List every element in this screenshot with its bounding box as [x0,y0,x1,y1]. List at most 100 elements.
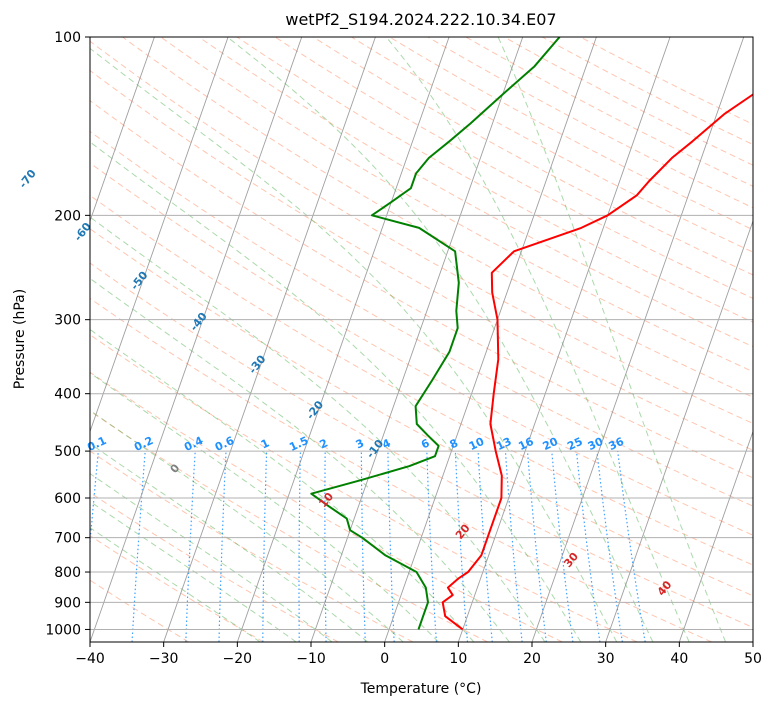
dry-adiabat-line [313,37,753,276]
skewed-isotherm [531,37,745,642]
y-tick-label: 100 [54,30,81,46]
dry-adiabat-line [160,37,753,373]
dry-adiabat-line [541,37,753,146]
moist-adiabat-label: 0 [168,461,183,475]
moist-adiabat-line [90,372,439,642]
y-tick-label: 900 [54,595,81,611]
moist-adiabat-line [90,328,475,642]
x-tick-label: −30 [149,651,179,667]
mixing-ratio-line [617,451,646,642]
chart-title: wetPf2_S194.2024.222.10.34.E07 [285,10,556,30]
mixing-ratio-line [387,451,395,642]
mixing-ratio-line [185,451,196,642]
mixing-ratio-line [504,451,523,642]
mixing-ratio-line [596,451,623,642]
skewed-isotherm [310,37,524,642]
dry-adiabat-line [90,492,339,642]
x-tick-label: −20 [223,651,253,667]
isotherm-label: -40 [187,310,210,334]
isotherm-label: -70 [16,167,39,191]
temperature-profile-line [441,93,753,631]
x-tick-label: 10 [449,651,467,667]
y-tick-label: 300 [54,313,81,329]
mixing-ratio-label: 3 [354,436,366,451]
dry-adiabat-line [389,37,753,231]
moist-adiabat-line [90,472,333,642]
mixing-ratio-label: 25 [565,435,584,453]
dry-adiabat-line [90,371,563,642]
skewed-isotherm [752,640,753,642]
mixing-ratio-label: 1 [259,436,271,451]
dry-adiabat-line [198,37,753,348]
dry-adiabat-line [90,99,753,479]
moist-adiabat-line [90,47,618,642]
dry-adiabat-line [274,37,753,299]
skewed-isotherm [236,37,450,642]
dry-adiabat-line [90,69,753,451]
x-tick-label: 30 [597,651,615,667]
skewed-isotherm [90,37,303,642]
y-axis-label: Pressure (hPa) [12,289,28,389]
mixing-ratio-line [551,451,574,642]
isotherm-label: -20 [304,398,327,422]
moist-adiabat-line [385,37,690,642]
y-tick-label: 700 [54,531,81,547]
dry-adiabat-line [465,37,753,187]
dry-adiabat-line [122,37,753,398]
skewed-isotherm [163,37,376,642]
plot-frame [89,36,754,643]
y-tick-label: 400 [54,387,81,403]
skewed-isotherm [90,37,155,223]
mixing-ratio-line [298,451,301,642]
moist-adiabat-label: 30 [561,550,581,570]
dry-adiabat-line [90,410,488,642]
dry-adiabat-line [90,579,190,642]
moist-adiabat-line [497,37,727,642]
mixing-ratio-label: 30 [586,435,606,453]
x-tick-label: 40 [670,651,688,667]
x-tick-label: 50 [744,651,762,667]
skewed-isotherm [457,37,671,642]
moist-adiabat-label: 10 [316,490,336,510]
mixing-ratio-line [454,451,469,642]
moist-adiabat-label: 40 [655,578,675,598]
mixing-ratio-line [477,451,493,642]
mixing-ratio-line [262,451,268,642]
moist-adiabat-line [90,141,582,642]
x-tick-label: −40 [75,651,105,667]
moist-adiabat-line [90,442,369,642]
isotherm-label: -50 [128,269,151,293]
y-tick-label: 200 [54,208,81,224]
moist-adiabat-line [90,277,510,642]
skewed-isotherm [678,430,753,642]
mixing-ratio-line [526,451,547,642]
dry-adiabat-line [236,37,753,323]
mixing-ratio-line [90,451,99,550]
dry-adiabat-line [90,194,753,566]
dry-adiabat-line [503,37,753,166]
dry-adiabat-line [90,228,753,597]
moist-adiabat-line [226,37,654,642]
x-tick-label: −10 [296,651,326,667]
y-tick-label: 1000 [45,622,81,638]
x-tick-label: 0 [380,651,389,667]
skewed-isotherm [605,219,753,642]
mixing-ratio-line [575,451,601,642]
isotherm-label: -30 [246,352,269,376]
skewed-isotherm [384,37,597,642]
moist-adiabat-line [90,216,546,642]
moist-adiabat-line [90,527,261,642]
dry-adiabat-line [427,37,753,209]
dry-adiabat-line [90,297,712,642]
mixing-ratio-label: 13 [494,435,513,453]
dry-adiabat-line [90,262,753,629]
mixing-ratio-label: 2 [317,436,329,451]
dry-adiabat-line [90,40,753,424]
dry-adiabat-line [351,37,753,253]
mixing-ratio-label: 10 [467,435,487,453]
y-tick-label: 600 [54,491,81,507]
dry-adiabat-line [90,334,638,642]
y-tick-label: 800 [54,565,81,581]
skewed-isotherm [90,37,229,433]
